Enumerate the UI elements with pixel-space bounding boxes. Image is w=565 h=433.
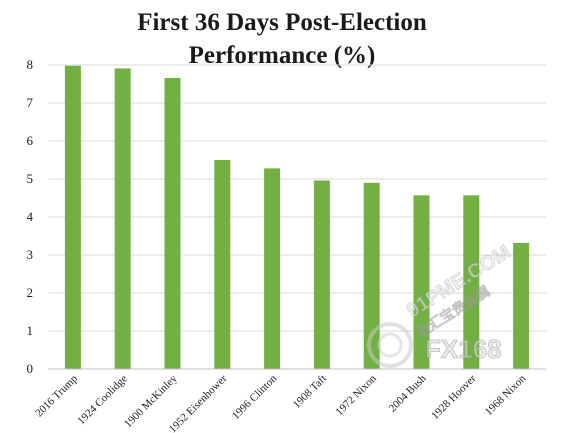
y-tick-label: 8 bbox=[27, 57, 34, 72]
x-tick-label: 1924 Coolidge bbox=[75, 373, 130, 428]
y-tick-label: 3 bbox=[27, 247, 34, 262]
watermark: 91PME.COM 金汇宝贵金属 FX168 bbox=[367, 241, 515, 368]
x-tick-label: 1908 Taft bbox=[291, 373, 329, 411]
bar bbox=[264, 168, 281, 369]
x-tick-label: 1972 Nixon bbox=[333, 372, 379, 418]
bar bbox=[363, 182, 380, 369]
bar bbox=[214, 160, 231, 369]
y-tick-label: 6 bbox=[27, 133, 34, 148]
y-tick-label: 0 bbox=[27, 361, 34, 376]
y-tick-label: 7 bbox=[27, 95, 34, 110]
bar bbox=[64, 65, 81, 369]
watermark-fx168: FX168 bbox=[425, 334, 502, 364]
chart-title-line1: First 36 Days Post-Election bbox=[137, 9, 427, 36]
bar bbox=[164, 77, 181, 370]
gridlines bbox=[48, 64, 546, 332]
y-tick-label: 1 bbox=[27, 323, 34, 338]
y-tick-label: 2 bbox=[27, 285, 34, 300]
x-tick-label: 1996 Clinton bbox=[230, 372, 280, 422]
watermark-logo-icon bbox=[367, 322, 413, 368]
y-axis-ticks: 0 1 2 3 4 5 6 7 8 bbox=[27, 57, 34, 376]
y-tick-label: 5 bbox=[27, 171, 34, 186]
x-tick-label: 2004 Bush bbox=[387, 372, 429, 414]
bar bbox=[513, 242, 530, 369]
bar bbox=[114, 68, 131, 370]
bars bbox=[64, 65, 530, 370]
bar bbox=[313, 180, 330, 369]
y-tick-label: 4 bbox=[27, 209, 34, 224]
x-tick-label: 1968 Nixon bbox=[483, 372, 529, 418]
bar bbox=[413, 195, 430, 369]
bar bbox=[463, 195, 480, 369]
x-tick-label: 2016 Trump bbox=[33, 372, 80, 419]
x-tick-label: 1928 Hoover bbox=[429, 372, 479, 422]
